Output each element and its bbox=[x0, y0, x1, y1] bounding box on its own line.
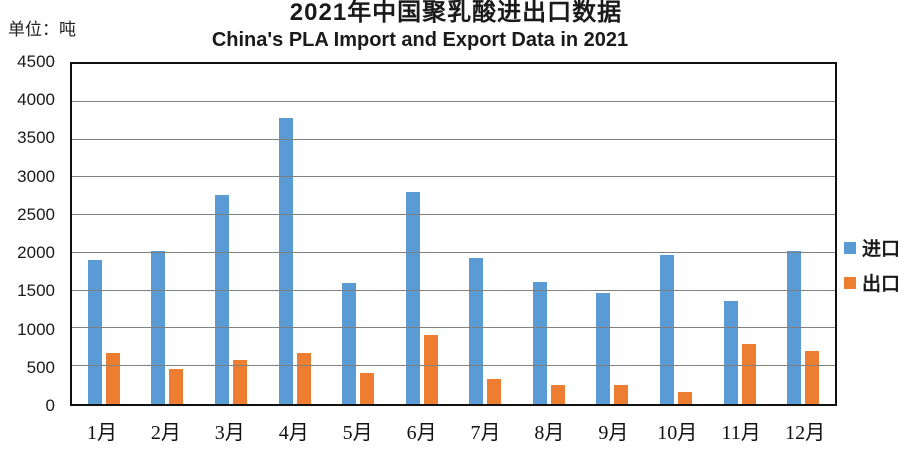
bar-group-2月 bbox=[136, 64, 200, 404]
bar-group-8月 bbox=[517, 64, 581, 404]
y-axis-tick: 500 bbox=[26, 357, 55, 377]
x-axis-label: 9月 bbox=[598, 422, 629, 444]
bar-group-11月 bbox=[708, 64, 772, 404]
legend-swatch-export bbox=[844, 276, 856, 289]
bar-export bbox=[169, 369, 184, 404]
chart-subtitle: China's PLA Import and Export Data in 20… bbox=[211, 29, 629, 51]
x-axis-label: 12月 bbox=[785, 422, 826, 444]
bar-group-12月 bbox=[771, 64, 835, 404]
bar-series bbox=[72, 64, 835, 404]
bar-export bbox=[423, 334, 438, 404]
x-axis-label: 7月 bbox=[470, 422, 501, 444]
chart-title: 2021年中国聚乳酸进出口数据 bbox=[289, 0, 623, 26]
bar-group-4月 bbox=[263, 64, 327, 404]
y-axis-tick: 4000 bbox=[17, 90, 55, 110]
legend-swatch-import bbox=[844, 241, 856, 254]
bar-import bbox=[214, 195, 229, 404]
x-axis-label: 6月 bbox=[406, 422, 437, 444]
y-axis: 4500 4000 3500 3000 2500 2000 1500 1000 500 0 bbox=[0, 0, 57, 465]
legend-label-export: 出口 bbox=[862, 274, 901, 295]
legend-item-import: 进口 bbox=[844, 234, 900, 261]
y-axis-tick: 3500 bbox=[17, 128, 55, 148]
x-axis-label: 1月 bbox=[86, 422, 117, 444]
y-axis-tick: 1500 bbox=[17, 281, 55, 301]
bar-export bbox=[105, 352, 120, 404]
y-axis-tick: 2500 bbox=[17, 204, 55, 224]
y-axis-tick: 1000 bbox=[17, 319, 55, 339]
x-axis-label: 5月 bbox=[342, 422, 373, 444]
bar-group-10月 bbox=[644, 64, 708, 404]
bar-group-9月 bbox=[581, 64, 645, 404]
x-axis-label: 8月 bbox=[534, 422, 565, 444]
bar-import bbox=[596, 292, 611, 404]
bar-import bbox=[342, 283, 357, 404]
x-axis-label: 3月 bbox=[214, 422, 245, 444]
bar-import bbox=[469, 258, 484, 404]
bar-export bbox=[360, 373, 375, 404]
bar-import bbox=[787, 251, 802, 404]
bar-group-5月 bbox=[326, 64, 390, 404]
legend-item-export: 出口 bbox=[844, 269, 900, 296]
legend: 进口 出口 bbox=[844, 234, 900, 296]
y-axis-tick: 3000 bbox=[17, 166, 55, 186]
bar-export bbox=[741, 343, 756, 404]
bar-export bbox=[677, 391, 692, 404]
x-axis-label: 11月 bbox=[721, 422, 761, 444]
unit-label: 单位：吨 bbox=[8, 20, 76, 39]
bar-import bbox=[278, 118, 293, 404]
bar-export bbox=[805, 351, 820, 404]
x-axis-label: 2月 bbox=[150, 422, 181, 444]
bar-group-7月 bbox=[453, 64, 517, 404]
y-axis-tick: 2000 bbox=[17, 243, 55, 263]
bar-import bbox=[723, 301, 738, 404]
bar-import bbox=[532, 281, 547, 404]
bar-export bbox=[487, 379, 502, 404]
x-axis-label: 10月 bbox=[657, 422, 698, 444]
y-axis-tick: 0 bbox=[45, 396, 55, 415]
bar-import bbox=[659, 255, 674, 404]
bar-import bbox=[405, 192, 420, 404]
plot-area bbox=[70, 62, 837, 406]
legend-label-import: 进口 bbox=[862, 239, 901, 260]
bar-group-6月 bbox=[390, 64, 454, 404]
bar-export bbox=[232, 360, 247, 404]
x-axis-label: 4月 bbox=[278, 422, 309, 444]
bar-import bbox=[151, 251, 166, 404]
bar-export bbox=[614, 385, 629, 404]
x-axis: 1月 2月 3月 4月 5月 6月 7月 8月 9月 10月 11月 12月 bbox=[70, 416, 837, 450]
bar-import bbox=[87, 260, 102, 404]
bar-group-3月 bbox=[199, 64, 263, 404]
bar-export bbox=[550, 385, 565, 404]
bar-group-1月 bbox=[72, 64, 136, 404]
y-axis-tick: 4500 bbox=[17, 52, 55, 71]
bar-export bbox=[296, 353, 311, 404]
